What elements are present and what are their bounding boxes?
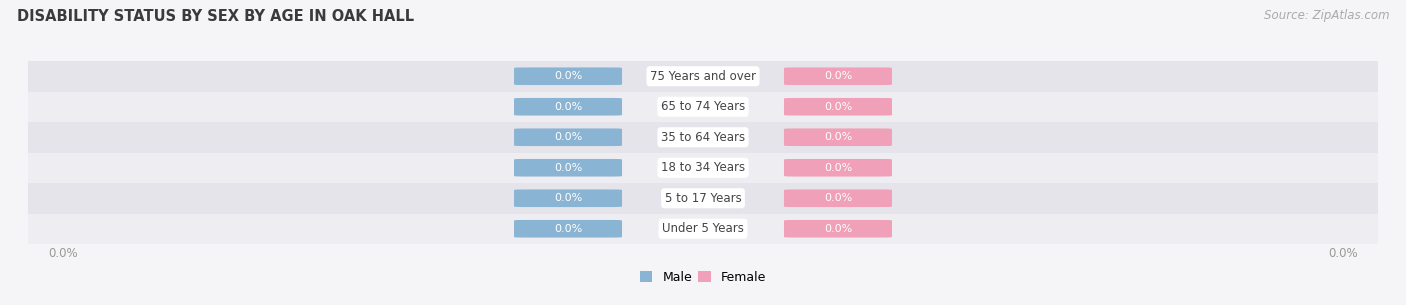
Text: 0.0%: 0.0%: [1329, 247, 1358, 260]
Text: 0.0%: 0.0%: [824, 102, 852, 112]
Text: 0.0%: 0.0%: [554, 132, 582, 142]
FancyBboxPatch shape: [785, 67, 891, 85]
FancyBboxPatch shape: [515, 98, 621, 116]
FancyBboxPatch shape: [515, 220, 621, 238]
Text: Under 5 Years: Under 5 Years: [662, 222, 744, 235]
FancyBboxPatch shape: [515, 128, 621, 146]
Text: 0.0%: 0.0%: [554, 71, 582, 81]
Text: Source: ZipAtlas.com: Source: ZipAtlas.com: [1264, 9, 1389, 22]
Bar: [28, 152, 1378, 183]
Text: 0.0%: 0.0%: [824, 224, 852, 234]
FancyBboxPatch shape: [785, 98, 891, 116]
Text: 0.0%: 0.0%: [554, 163, 582, 173]
Text: 65 to 74 Years: 65 to 74 Years: [661, 100, 745, 113]
Text: 0.0%: 0.0%: [824, 163, 852, 173]
Text: 0.0%: 0.0%: [824, 71, 852, 81]
Text: 35 to 64 Years: 35 to 64 Years: [661, 131, 745, 144]
Bar: [28, 92, 1378, 122]
Text: 18 to 34 Years: 18 to 34 Years: [661, 161, 745, 174]
FancyBboxPatch shape: [785, 220, 891, 238]
Text: 0.0%: 0.0%: [48, 247, 77, 260]
Text: 5 to 17 Years: 5 to 17 Years: [665, 192, 741, 205]
FancyBboxPatch shape: [515, 67, 621, 85]
FancyBboxPatch shape: [785, 189, 891, 207]
FancyBboxPatch shape: [515, 189, 621, 207]
Bar: [28, 61, 1378, 92]
Bar: [28, 122, 1378, 152]
FancyBboxPatch shape: [785, 128, 891, 146]
Text: 0.0%: 0.0%: [554, 224, 582, 234]
Text: 0.0%: 0.0%: [554, 193, 582, 203]
Text: 0.0%: 0.0%: [824, 132, 852, 142]
Text: 0.0%: 0.0%: [554, 102, 582, 112]
Legend: Male, Female: Male, Female: [636, 266, 770, 289]
FancyBboxPatch shape: [785, 159, 891, 177]
Text: DISABILITY STATUS BY SEX BY AGE IN OAK HALL: DISABILITY STATUS BY SEX BY AGE IN OAK H…: [17, 9, 413, 24]
FancyBboxPatch shape: [515, 159, 621, 177]
Bar: [28, 214, 1378, 244]
Text: 75 Years and over: 75 Years and over: [650, 70, 756, 83]
Text: 0.0%: 0.0%: [824, 193, 852, 203]
Bar: [28, 183, 1378, 214]
